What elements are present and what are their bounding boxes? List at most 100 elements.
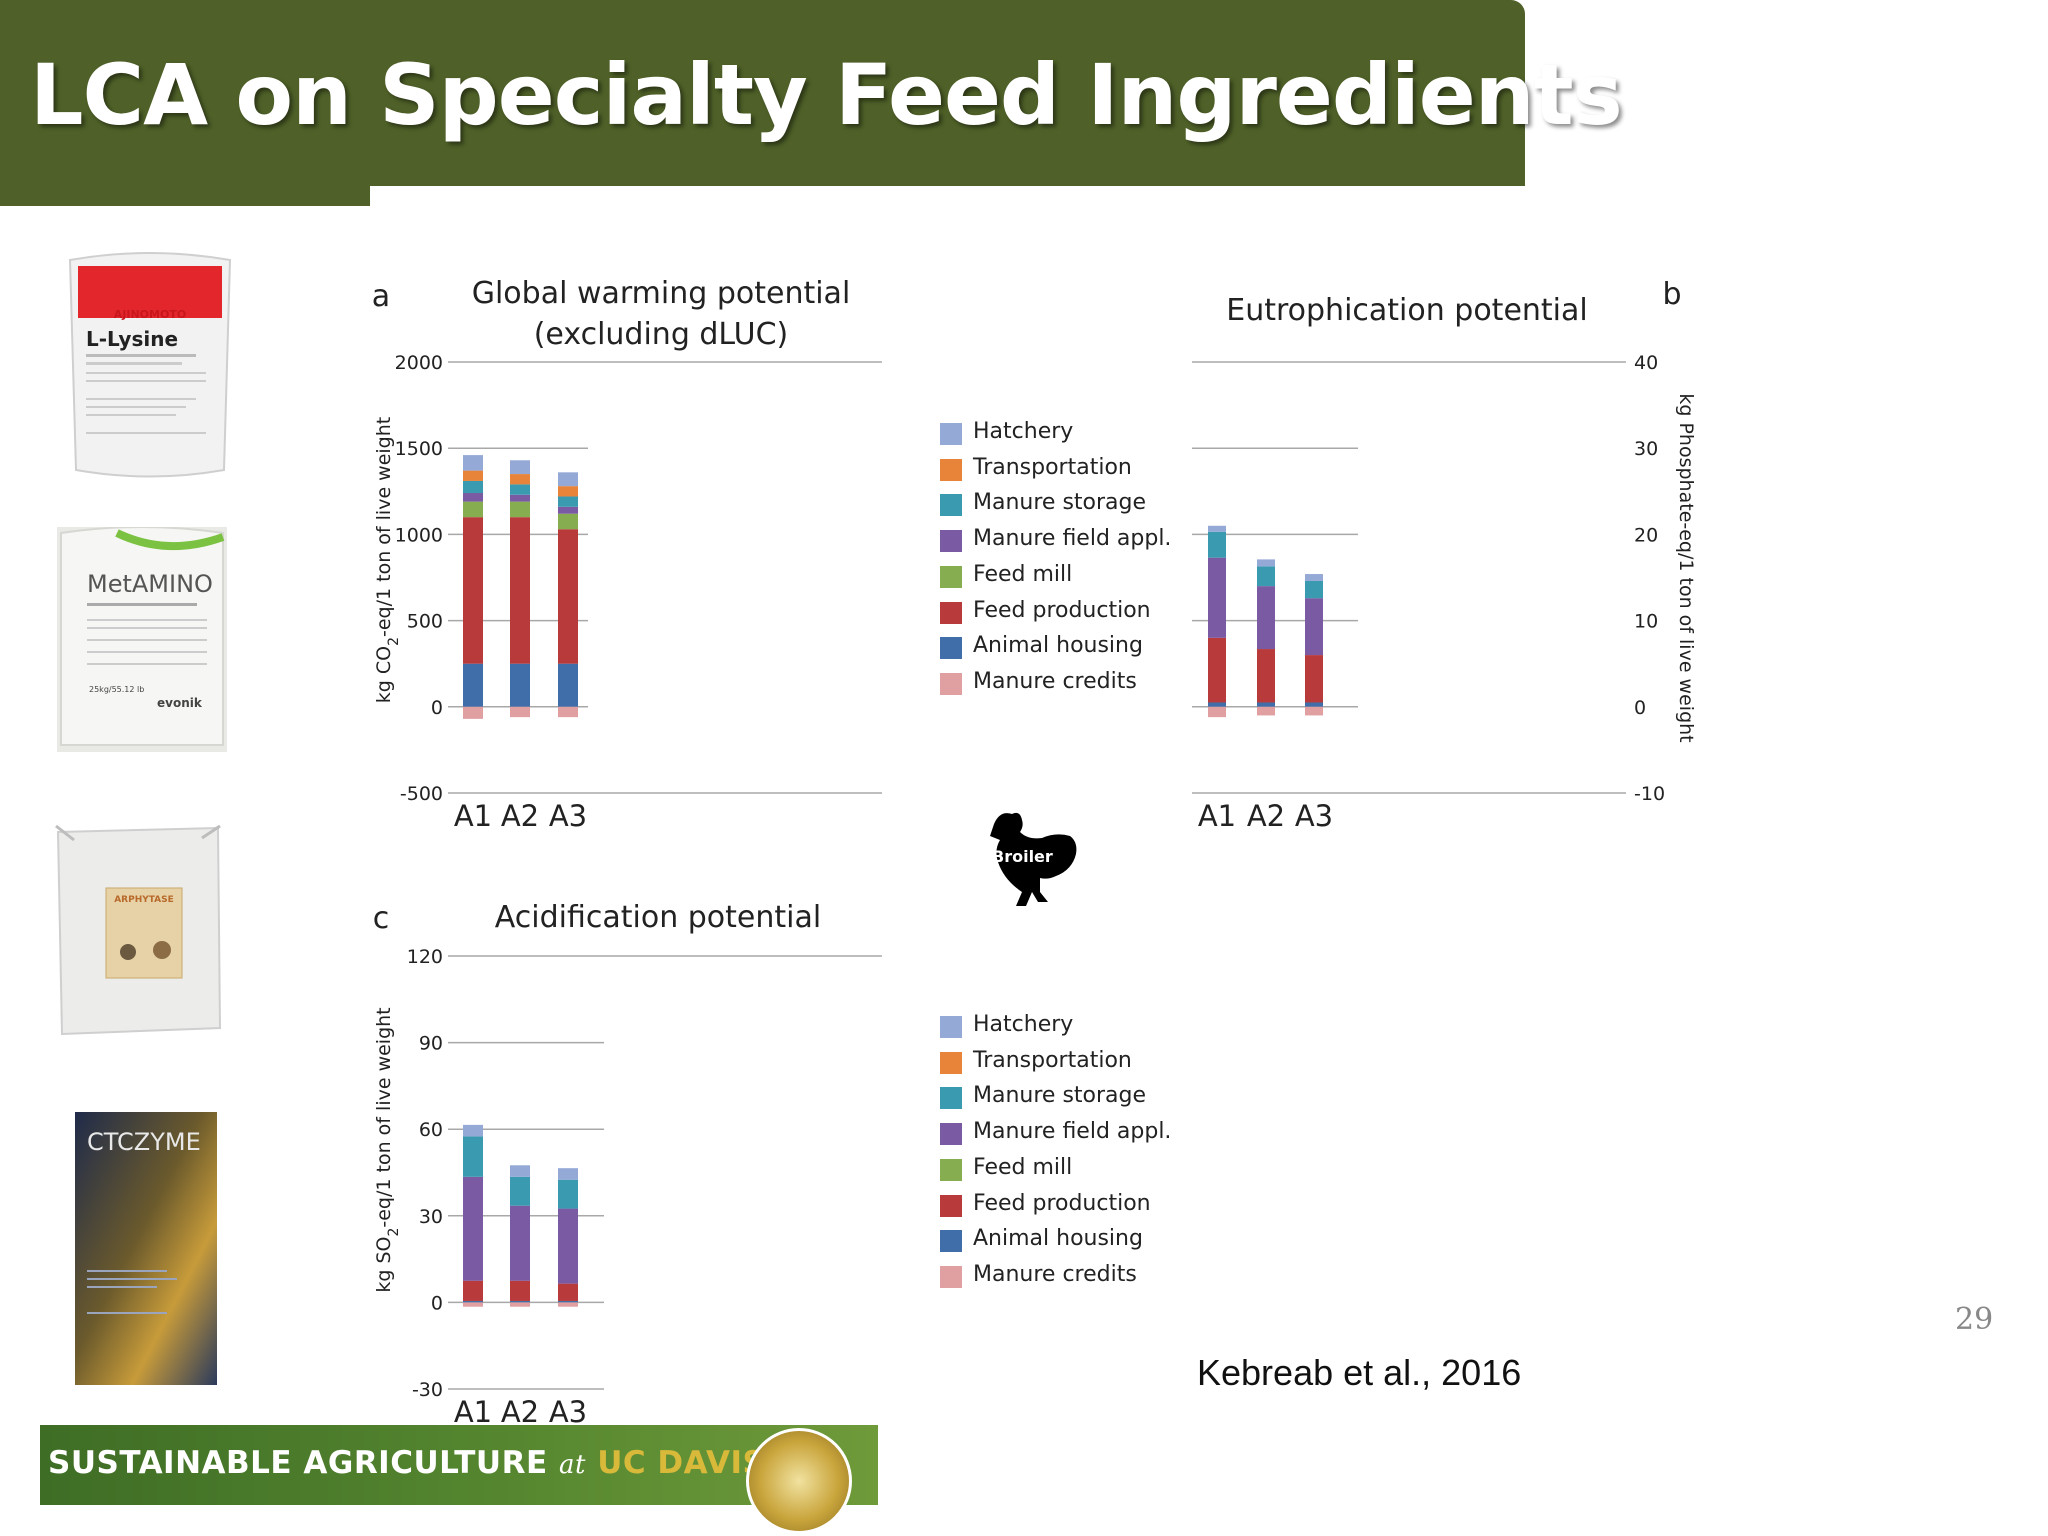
chart-panel-c: c Acidification potential 120 90 60 30 0 -30 kg … bbox=[373, 900, 882, 1429]
legend-swatch bbox=[940, 1230, 962, 1253]
bar-segment-A2-feed-production bbox=[510, 1280, 530, 1301]
legend-swatch bbox=[940, 458, 962, 481]
bar-segment-A1-manure-storage bbox=[463, 480, 483, 494]
bar-segment-A2-animal-housing bbox=[1257, 702, 1275, 707]
bar-segment-A3-hatchery bbox=[1305, 574, 1323, 581]
bar-segment-A3-hatchery bbox=[558, 472, 578, 487]
legend-swatch bbox=[940, 1123, 962, 1146]
legend-swatch bbox=[940, 1087, 962, 1110]
legend-label: Manure credits bbox=[973, 1261, 1137, 1287]
bar-segment-A1-animal-housing bbox=[463, 663, 483, 707]
legend-bottom: Hatchery Transportation Manure storage Manu… bbox=[940, 1012, 1200, 1302]
bar-segment-A1-manure-storage bbox=[463, 1136, 483, 1177]
legend-swatch bbox=[940, 1194, 962, 1217]
chart-title-a-line2: (excluding dLUC) bbox=[534, 317, 789, 352]
panel-letter-c: c bbox=[373, 901, 390, 936]
bar-segment-A1-feed-production bbox=[463, 517, 483, 664]
bar-segment-A2-feed-mill bbox=[510, 501, 530, 518]
legend-label: Manure field appl. bbox=[973, 526, 1172, 552]
y-tick-label: -10 bbox=[1634, 783, 1665, 805]
x-tick-label: A2 bbox=[1247, 799, 1285, 833]
legend-label: Manure field appl. bbox=[973, 1119, 1172, 1145]
legend-swatch bbox=[940, 1265, 962, 1288]
legend-label: Feed mill bbox=[973, 1154, 1073, 1180]
bar-segment-A1-hatchery bbox=[463, 455, 483, 471]
legend-label: Animal housing bbox=[973, 633, 1143, 659]
legend-swatch bbox=[940, 494, 962, 517]
bar-segment-A2-feed-production bbox=[1257, 649, 1275, 703]
bar-segment-A2-transportation bbox=[510, 474, 530, 485]
chart-panel-b: b Eutrophication potential 40 30 20 10 0 -10 kg … bbox=[1192, 277, 1697, 833]
broiler-label: Broiler bbox=[992, 847, 1053, 866]
bar-segment-A1-hatchery bbox=[1208, 525, 1226, 532]
y-tick-label: 2000 bbox=[395, 352, 443, 374]
bar-segment-A3-manure-credits bbox=[1305, 706, 1323, 716]
phytase-bag-image: ARPHYTASE bbox=[55, 824, 222, 1036]
chart-title-c: Acidification potential bbox=[495, 900, 821, 935]
title-bar-tab bbox=[0, 186, 370, 206]
x-tick-label: A1 bbox=[1198, 799, 1236, 833]
y-tick-label: -500 bbox=[400, 783, 443, 805]
bar-segment-A1-manure-field-appl- bbox=[1208, 557, 1226, 638]
bar-segment-A3-animal-housing bbox=[558, 663, 578, 707]
legend-swatch bbox=[940, 1016, 962, 1038]
legend-label: Manure credits bbox=[973, 668, 1137, 694]
bar-segment-A2-manure-storage bbox=[510, 1176, 530, 1206]
bar-segment-A3-manure-storage bbox=[1305, 580, 1323, 599]
metamino-bag-image: MetAMINO 25kg/55.12 lb evonik bbox=[57, 527, 227, 752]
bar-segment-A2-animal-housing bbox=[510, 663, 530, 707]
lysine-brand: AJINOMOTO bbox=[114, 308, 186, 321]
legend-label: Feed mill bbox=[973, 561, 1073, 587]
ctczyme-bag-image: CTCZYME bbox=[75, 1112, 217, 1385]
bar-segment-A3-manure-storage bbox=[558, 1179, 578, 1209]
y-tick-label: 1500 bbox=[395, 438, 443, 460]
y-tick-label: 0 bbox=[431, 697, 443, 719]
legend-swatch bbox=[940, 637, 962, 660]
bar-segment-A2-manure-credits bbox=[1257, 706, 1275, 716]
x-tick-label: A2 bbox=[501, 799, 539, 833]
x-tick-label: A3 bbox=[549, 1395, 587, 1429]
bar-segment-A2-manure-storage bbox=[510, 484, 530, 495]
bar-segment-A3-feed-mill bbox=[558, 513, 578, 530]
y-tick-label: 0 bbox=[431, 1292, 443, 1314]
legend-swatch bbox=[940, 1051, 962, 1074]
metamino-brand: evonik bbox=[157, 696, 203, 710]
bar-segment-A3-manure-field-appl- bbox=[558, 506, 578, 514]
legend-label: Transportation bbox=[973, 1047, 1132, 1073]
legend-label: Hatchery bbox=[973, 419, 1074, 444]
y-tick-label: -30 bbox=[412, 1379, 443, 1401]
footer-part1: SUSTAINABLE AGRICULTURE bbox=[48, 1445, 548, 1481]
bar-segment-A1-manure-credits bbox=[463, 1302, 483, 1307]
bar-segment-A2-hatchery bbox=[510, 460, 530, 475]
x-tick-label: A3 bbox=[1295, 799, 1333, 833]
bar-segment-A1-animal-housing bbox=[1208, 702, 1226, 707]
chart-title-b: Eutrophication potential bbox=[1226, 293, 1587, 328]
footer-banner: SUSTAINABLE AGRICULTURE at UC DAVIS bbox=[40, 1425, 878, 1505]
bar-segment-A3-hatchery bbox=[558, 1168, 578, 1180]
broiler-icon: Broiler bbox=[990, 812, 1077, 906]
y-tick-label: 10 bbox=[1634, 611, 1658, 633]
bar-segment-A1-hatchery bbox=[463, 1124, 483, 1137]
bar-segment-A3-feed-production bbox=[558, 529, 578, 664]
bar-segment-A1-manure-credits bbox=[1208, 706, 1226, 718]
bar-segment-A1-manure-field-appl- bbox=[463, 1176, 483, 1281]
bar-segment-A2-manure-credits bbox=[510, 706, 530, 718]
slide-title: LCA on Specialty Feed Ingredients bbox=[30, 46, 1623, 144]
bar-segment-A3-animal-housing bbox=[558, 1300, 578, 1303]
bar-segment-A1-feed-production bbox=[1208, 637, 1226, 703]
legend-label: Animal housing bbox=[973, 1226, 1143, 1252]
uc-seal-logo bbox=[746, 1428, 852, 1534]
bar-segment-A3-manure-credits bbox=[558, 1302, 578, 1307]
legend-label: Feed production bbox=[973, 1190, 1151, 1216]
legend-top: Hatchery Transportation Manure storage Manu… bbox=[940, 419, 1200, 709]
bar-segment-A1-feed-production bbox=[463, 1280, 483, 1301]
y-tick-label: 500 bbox=[407, 611, 443, 633]
y-tick-label: 120 bbox=[407, 946, 443, 968]
legend-label: Manure storage bbox=[973, 1083, 1147, 1109]
phytase-name: ARPHYTASE bbox=[114, 895, 174, 905]
chart-panel-a: a Global warming potential (excluding dLUC… bbox=[372, 276, 882, 833]
legend-swatch bbox=[940, 601, 962, 624]
bar-segment-A3-manure-storage bbox=[558, 496, 578, 507]
x-tick-label: A1 bbox=[454, 1395, 492, 1429]
